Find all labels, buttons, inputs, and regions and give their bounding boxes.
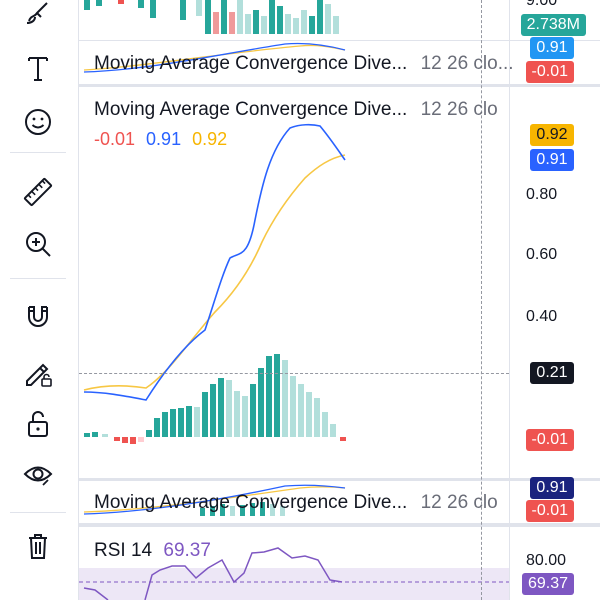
eye-icon (23, 466, 53, 486)
ruler-icon (23, 177, 53, 207)
macd-collapsed-bottom-legend[interactable]: Moving Average Convergence Dive... 12 26… (94, 492, 498, 514)
lock-drawings-button[interactable] (14, 348, 62, 396)
legend-title: Moving Average Convergence Dive... (94, 53, 408, 74)
pane-divider[interactable] (79, 40, 600, 41)
rsi-band (79, 568, 509, 600)
collapsed-histogram-bottom (200, 502, 285, 516)
crosshair-price-badge: 0.21 (530, 362, 574, 384)
hist-badge-top: -0.01 (525, 61, 574, 83)
chart-canvas (79, 0, 509, 600)
ruler-tool-button[interactable] (14, 168, 62, 216)
lock-drawing-icon (26, 363, 52, 387)
axis-tick-040: 0.40 (526, 308, 558, 325)
hist-badge-bottom: -0.01 (525, 500, 574, 522)
macd-histogram (84, 354, 346, 444)
rsi-value: 69.37 (163, 540, 211, 561)
axis-tick-060: 0.60 (526, 246, 558, 263)
toolbar-divider (10, 278, 66, 279)
visibility-button[interactable] (14, 450, 62, 498)
macd-badge: 0.91 (530, 149, 574, 171)
toolbar-divider (10, 152, 66, 153)
pane-divider[interactable] (79, 84, 600, 87)
signal-value: 0.92 (192, 129, 228, 149)
zoom-in-icon (26, 232, 51, 257)
signal-badge: 0.92 (530, 124, 574, 146)
volume-bars (84, 0, 339, 34)
pane-divider[interactable] (79, 523, 600, 527)
macd-main-legend[interactable]: Moving Average Convergence Dive... 12 26… (94, 99, 498, 121)
unlock-icon (28, 411, 48, 437)
crosshair-vertical (481, 0, 482, 600)
price-axis-border (509, 0, 510, 600)
rsi-title: RSI 14 (94, 540, 153, 561)
axis-tick-rsi-80: 80.00 (526, 552, 567, 569)
drawing-toolbar (0, 0, 79, 600)
legend-params: 12 26 clo (420, 492, 498, 513)
volume-badge: 2.738M (520, 14, 586, 36)
pane-divider[interactable] (79, 478, 600, 481)
macd-value: 0.91 (146, 129, 182, 149)
brush-icon (26, 2, 48, 24)
rsi-legend[interactable]: RSI 14 69.37 (94, 540, 211, 562)
magnet-tool-button[interactable] (14, 292, 62, 340)
rsi-badge: 69.37 (521, 573, 574, 595)
magnet-icon (28, 306, 48, 327)
collapsed-signal-line-bottom (83, 486, 346, 513)
rsi-line (83, 547, 343, 600)
hist-value: -0.01 (94, 129, 136, 149)
axis-tick-top: 9.00 (526, 0, 558, 9)
text-tool-button[interactable] (14, 44, 62, 92)
delete-button[interactable] (14, 522, 62, 570)
emoji-icon (25, 109, 51, 135)
trash-icon (29, 534, 47, 559)
signal-line (83, 154, 346, 391)
legend-title: Moving Average Convergence Dive... (94, 99, 408, 120)
collapsed-macd-line-top (83, 42, 346, 73)
hist-badge: -0.01 (525, 429, 574, 451)
legend-title: Moving Average Convergence Dive... (94, 492, 408, 513)
macd-collapsed-top-legend[interactable]: Moving Average Convergence Dive... 12 26… (94, 53, 514, 75)
crosshair-horizontal (79, 373, 509, 374)
text-icon (28, 57, 48, 81)
macd-values: -0.01 0.91 0.92 (94, 129, 227, 150)
unlock-button[interactable] (14, 400, 62, 448)
toolbar-divider (10, 512, 66, 513)
collapsed-macd-line-bottom (83, 484, 346, 515)
zoom-tool-button[interactable] (14, 220, 62, 268)
macd-line (83, 123, 346, 401)
chart-area[interactable] (79, 0, 600, 600)
brush-tool-button[interactable] (14, 0, 62, 36)
axis-tick-080: 0.80 (526, 186, 558, 203)
emoji-tool-button[interactable] (14, 98, 62, 146)
macd-badge-bottom: 0.91 (530, 477, 574, 499)
macd-badge-top: 0.91 (530, 37, 574, 59)
legend-params: 12 26 clo (420, 99, 498, 120)
legend-params: 12 26 clo... (420, 53, 514, 74)
